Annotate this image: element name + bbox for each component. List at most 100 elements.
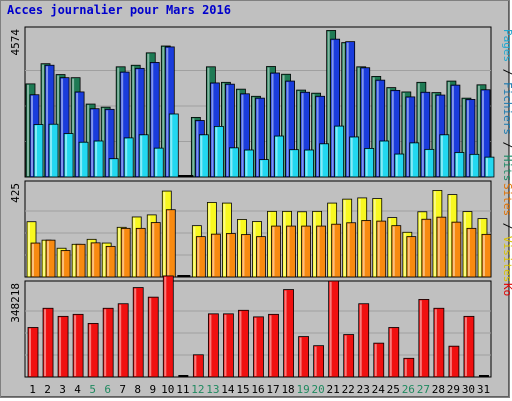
kb-bar [283,289,294,378]
sites-bar [361,220,372,278]
files-bar-highlight [76,92,79,176]
sites-bar [451,221,462,278]
kb-bar [358,303,370,378]
pages-bar [394,153,405,178]
kb-bar-highlight [89,324,92,376]
files-bar-highlight [376,81,379,176]
visits-bar-highlight [298,212,301,276]
sites-bar-highlight [362,221,365,276]
x-tick-label: 8 [134,383,141,396]
hits-bar-highlight [312,94,315,176]
series-label-part: Sites [501,183,512,216]
kb-panel-ymax-label: 348218 [9,283,22,323]
sites-bar-highlight [377,222,380,276]
visits-bar-highlight [478,219,481,276]
kb-bar-highlight [29,328,31,376]
kb-bar [418,299,430,378]
x-tick-label: 28 [432,383,445,396]
visits-bar-highlight [193,226,196,276]
series-label-part: / [501,62,512,82]
pages-bar-highlight [320,144,323,176]
pages-bar [78,141,89,178]
hits-bar-highlight [27,84,29,176]
hits-bar-highlight [72,78,75,176]
kb-bar [117,303,129,378]
hits-bar-highlight [147,53,150,176]
hits-bar-highlight [282,75,285,176]
x-tick-label: 24 [372,383,386,396]
pages-bar-highlight [260,160,263,176]
series-label-part: Fichiers [501,82,512,135]
pages-bar [364,148,375,178]
x-tick-label: 19 [296,383,309,396]
kb-bar-highlight [299,337,302,376]
sites-bar-highlight [227,234,230,276]
visits-bar-highlight [118,228,121,276]
kb-bar [27,327,39,378]
kb-bar-highlight [239,311,242,376]
sites-bar [301,225,311,278]
x-tick-label: 7 [119,383,126,396]
pages-bar [153,147,164,178]
kb-bar-highlight [59,317,62,376]
x-tick-label: 4 [74,383,81,396]
visits-bar-highlight [313,212,316,276]
visits-bar-highlight [208,203,211,276]
hits-bar-highlight [237,90,240,176]
kb-bar [57,315,69,378]
kb-bar-highlight [434,309,437,376]
pages-bar-highlight [215,127,218,176]
visits-bar-highlight [388,218,391,276]
hits-bar-highlight [192,118,195,176]
kb-bar [433,307,445,378]
files-bar-highlight [106,110,109,176]
pages-bar [63,133,74,178]
kb-bar [223,313,234,378]
pages-bar [319,143,330,178]
pages-bar [138,134,149,178]
kb-bar-highlight [209,314,212,376]
pages-bar-highlight [80,143,83,176]
pages-bar-highlight [335,127,338,176]
sites-bar [271,225,281,278]
visits-bar-highlight [58,249,61,276]
pages-bar-highlight [350,137,353,176]
files-bar-highlight [196,121,199,176]
kb-bar-highlight [104,309,107,376]
kb-bar [328,280,340,378]
sites-bar [135,227,146,278]
visits-bar-highlight [463,212,466,276]
hits-bar-highlight [207,67,210,176]
pages-bar-highlight [440,135,443,176]
hits-bar-highlight [297,91,300,176]
kb-bar-highlight [464,317,467,376]
kb-bar [102,307,114,378]
pages-bar [259,159,269,178]
pages-bar-highlight [200,135,203,176]
kb-bar-highlight [254,317,257,376]
x-tick-label: 16 [251,383,264,396]
visits-bar-highlight [28,222,30,276]
pages-bar-highlight [485,158,488,176]
sites-bar [376,220,387,278]
pages-bar-highlight [155,149,158,176]
pages-bar [108,158,119,178]
x-tick-label: 31 [477,383,490,396]
sites-bar-highlight [107,247,110,276]
sites-bar-highlight [482,235,485,276]
x-tick-label: 12 [191,383,204,396]
sites-bar [30,242,41,278]
sites-bar-highlight [122,229,125,276]
kb-bar-highlight [374,344,377,376]
pages-bar-highlight [110,159,113,176]
kb-bar [268,313,279,378]
x-tick-label: 21 [327,383,340,396]
files-bar-highlight [271,73,274,176]
hits-bar-highlight [267,67,270,176]
hits-bar-highlight [417,83,420,176]
files-bar-highlight [136,69,139,176]
sites-bar-highlight [257,237,260,276]
pages-bar-highlight [290,150,293,176]
files-bar-highlight [166,47,169,176]
kb-bar-highlight [44,309,47,376]
